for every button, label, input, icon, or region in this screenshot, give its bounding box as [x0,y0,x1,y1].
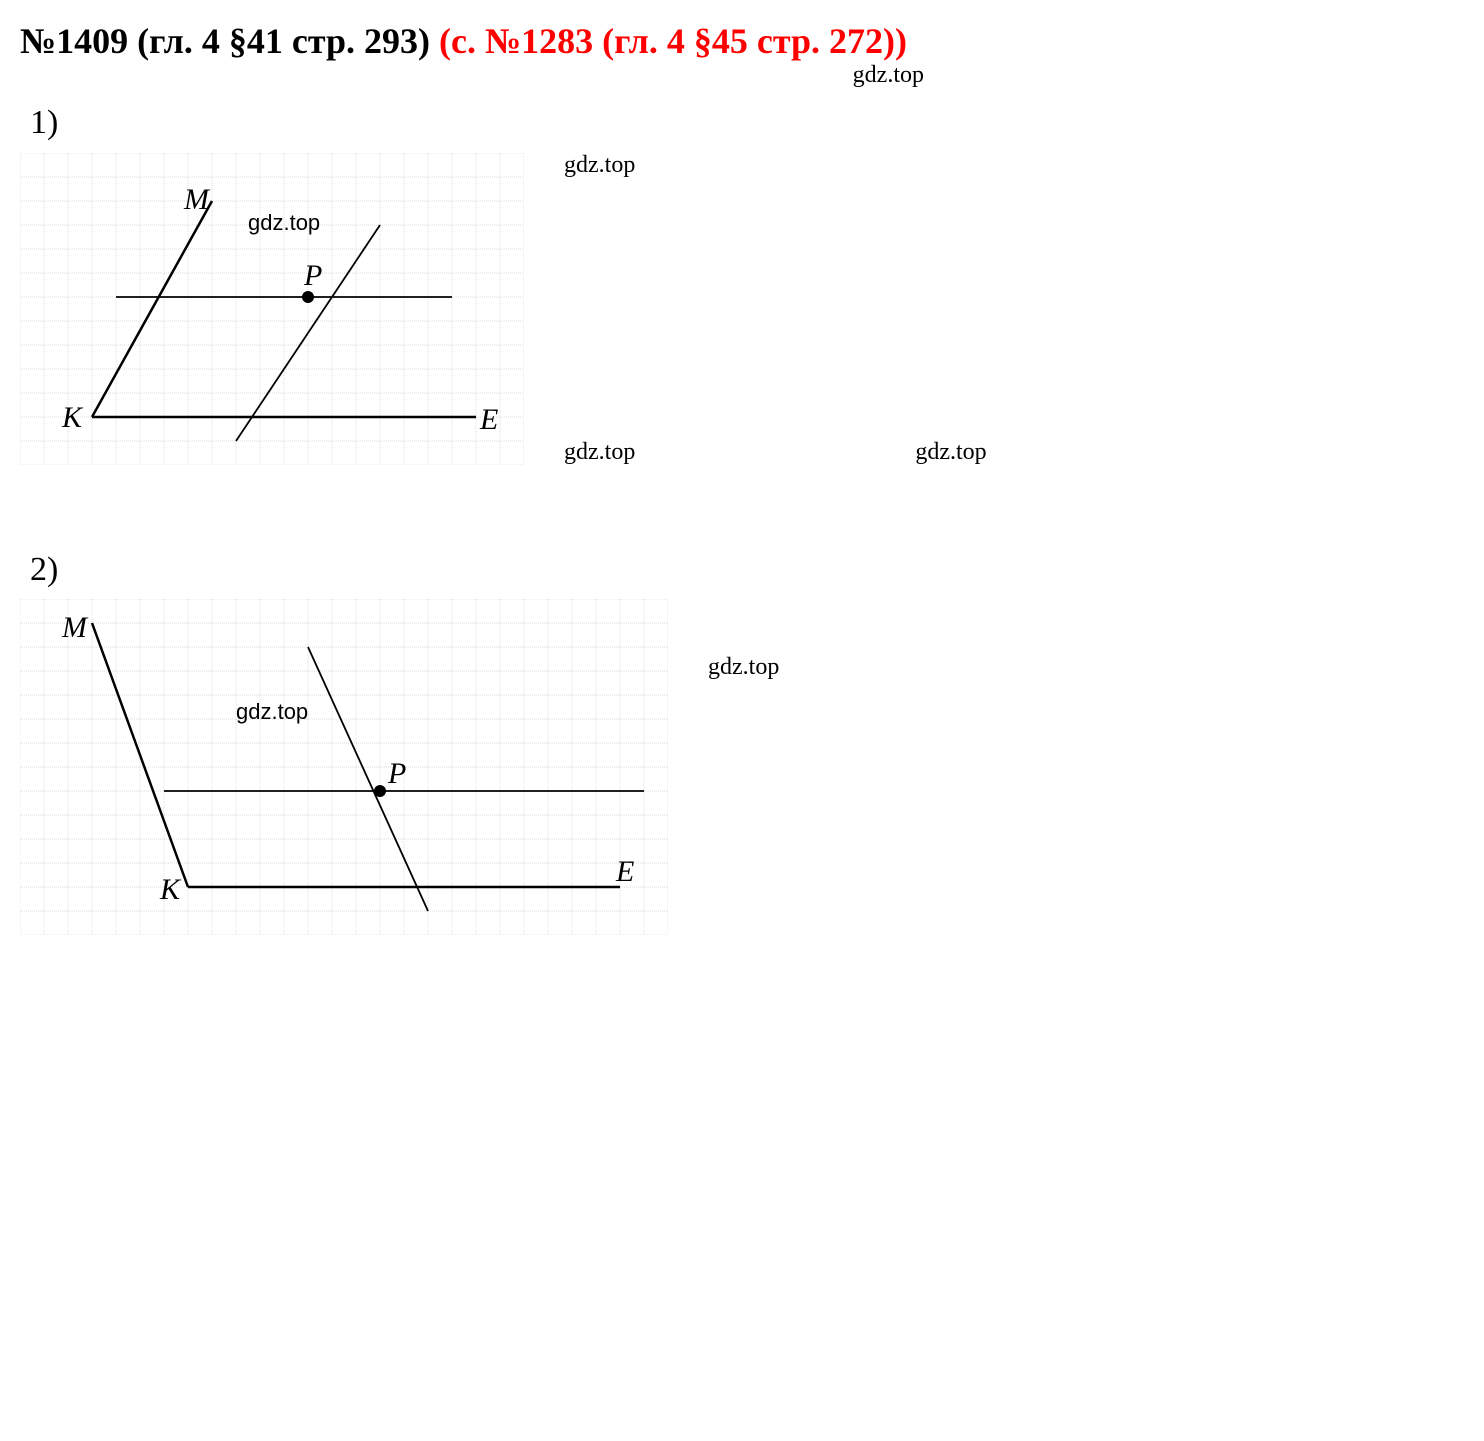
diagram-1-side-watermarks: gdz.top gdz.top gdz.top [564,152,987,466]
top-watermark: gdz.top [20,62,1464,89]
diagram-2: M K E Pgdz.top [20,599,668,935]
diagram-1-row: M K E Pgdz.top gdz.top gdz.top gdz.top [20,152,1464,466]
svg-text:K: K [61,401,84,434]
watermark-text: gdz.top [708,654,779,681]
watermark-text: gdz.top [564,152,987,179]
section-2-label: 2) [30,551,1464,589]
watermark-pair: gdz.top gdz.top [564,439,987,466]
section-1-label: 1) [30,104,1464,142]
page-header: №1409 (гл. 4 §41 стр. 293) (с. №1283 (гл… [20,20,1464,62]
watermark-text: gdz.top [915,439,986,466]
svg-text:gdz.top: gdz.top [236,699,308,724]
svg-text:M: M [61,611,89,644]
svg-text:P: P [303,259,322,292]
header-red-text: (с. №1283 (гл. 4 §45 стр. 272)) [439,21,907,61]
svg-text:P: P [387,757,406,790]
header-black-text: №1409 (гл. 4 §41 стр. 293) [20,21,430,61]
svg-text:E: E [615,855,634,888]
svg-text:E: E [479,403,498,436]
diagram-1: M K E Pgdz.top [20,153,524,465]
watermark-text: gdz.top [564,439,635,466]
svg-text:M: M [183,183,211,216]
svg-text:gdz.top: gdz.top [248,210,320,235]
diagram-2-row: M K E Pgdz.top gdz.top [20,599,1464,935]
svg-text:K: K [159,873,182,906]
